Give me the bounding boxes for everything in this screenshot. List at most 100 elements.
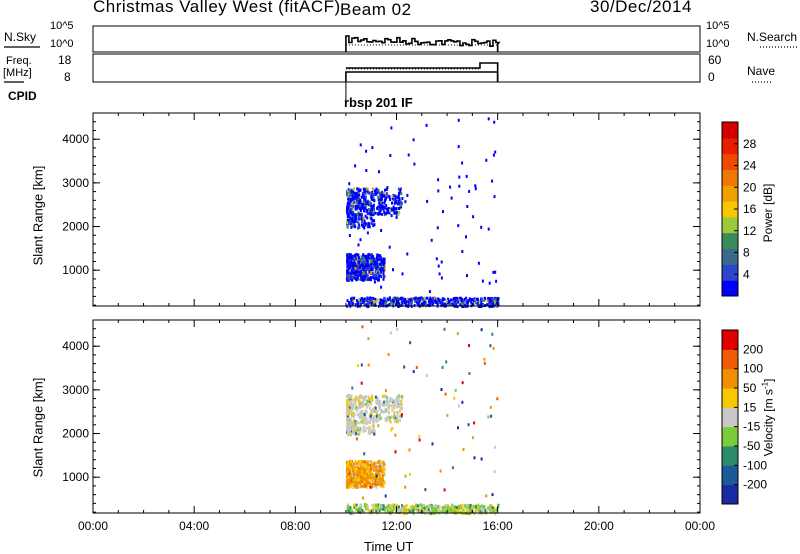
velocity-echo bbox=[364, 474, 366, 478]
velocity-echo bbox=[379, 465, 382, 469]
power-echo bbox=[369, 296, 372, 300]
velocity-echo bbox=[367, 480, 370, 484]
velocity-echo bbox=[354, 480, 357, 484]
velocity-echo bbox=[348, 432, 351, 436]
power-echo bbox=[398, 207, 401, 210]
velocity-echo bbox=[366, 462, 369, 466]
velocity-echo bbox=[429, 512, 432, 516]
power-echo bbox=[365, 149, 368, 153]
power-echo bbox=[385, 187, 388, 191]
power-echo bbox=[357, 253, 360, 257]
velocity-echo bbox=[361, 464, 364, 468]
power-echo bbox=[365, 263, 368, 267]
velocity-echo bbox=[358, 430, 361, 434]
velocity-echo bbox=[354, 407, 357, 411]
velocity-echo bbox=[396, 418, 398, 422]
colorbar-segment bbox=[722, 153, 738, 170]
power-echo bbox=[381, 299, 384, 303]
power-echo bbox=[393, 300, 396, 304]
power-echo bbox=[346, 272, 349, 276]
power-echo bbox=[382, 269, 385, 273]
power-echo bbox=[353, 272, 356, 276]
power-echo bbox=[375, 300, 378, 304]
velocity-echo bbox=[359, 462, 362, 466]
power-echo bbox=[383, 210, 386, 214]
velocity-echo bbox=[363, 452, 366, 456]
velocity-echo bbox=[370, 430, 373, 434]
velocity-echo bbox=[457, 404, 460, 408]
velocity-echo bbox=[421, 506, 424, 510]
power-echo bbox=[366, 202, 369, 206]
velocity-echo bbox=[381, 507, 384, 511]
power-echo bbox=[397, 193, 400, 197]
x-tick-label: 08:00 bbox=[280, 519, 310, 533]
power-echo bbox=[352, 204, 355, 208]
velocity-echo bbox=[352, 402, 355, 406]
velocity-echo bbox=[355, 437, 358, 441]
power-echo bbox=[346, 214, 349, 218]
velocity-echo bbox=[461, 381, 464, 385]
power-echo bbox=[397, 199, 400, 203]
power-echo bbox=[413, 303, 416, 307]
velocity-echo bbox=[367, 420, 370, 424]
velocity-echo bbox=[429, 505, 432, 509]
power-echo bbox=[352, 210, 355, 214]
velocity-echo bbox=[351, 474, 354, 478]
power-echo bbox=[358, 273, 361, 277]
velocity-echo bbox=[382, 473, 385, 477]
power-echo bbox=[378, 278, 380, 282]
power-echo bbox=[350, 219, 353, 223]
power-echo bbox=[383, 261, 386, 264]
velocity-echo bbox=[381, 483, 384, 487]
velocity-echo bbox=[348, 408, 351, 412]
velocity-echo bbox=[394, 433, 397, 437]
velocity-echo bbox=[384, 494, 387, 498]
velocity-echo bbox=[359, 475, 362, 479]
colorbar-segment bbox=[722, 330, 738, 350]
power-echo bbox=[383, 296, 386, 300]
power-echo bbox=[348, 234, 351, 237]
velocity-echo bbox=[376, 414, 379, 418]
velocity-echo bbox=[379, 413, 381, 417]
power-echo bbox=[449, 298, 452, 302]
velocity-echo bbox=[456, 332, 459, 336]
velocity-echo bbox=[396, 420, 398, 424]
velocity-echo bbox=[493, 470, 496, 474]
velocity-echo bbox=[472, 504, 475, 508]
power-echo bbox=[366, 275, 369, 279]
power-echo bbox=[391, 194, 394, 198]
power-echo bbox=[415, 298, 418, 302]
velocity-echo bbox=[454, 388, 457, 392]
velocity-echo bbox=[396, 400, 399, 404]
velocity-echo bbox=[380, 409, 383, 412]
power-echo bbox=[394, 211, 397, 215]
velocity-echo bbox=[350, 510, 353, 514]
power-echo bbox=[481, 279, 484, 283]
velocity-echo bbox=[353, 505, 356, 509]
power-echo bbox=[372, 224, 375, 228]
velocity-echo bbox=[447, 508, 450, 512]
power-echo bbox=[367, 305, 370, 309]
power-echo bbox=[348, 253, 351, 257]
power-echo bbox=[412, 138, 415, 142]
velocity-echo bbox=[363, 503, 366, 506]
velocity-echo bbox=[351, 386, 354, 390]
power-echo bbox=[401, 272, 404, 276]
power-echo bbox=[361, 267, 364, 271]
velocity-echo bbox=[362, 484, 365, 488]
power-echo bbox=[381, 201, 384, 205]
velocity-echo bbox=[442, 507, 445, 511]
power-echo bbox=[392, 297, 395, 301]
power-echo bbox=[442, 303, 445, 307]
velocity-echo bbox=[398, 509, 401, 513]
power-echo bbox=[416, 300, 418, 304]
velocity-echo bbox=[356, 413, 359, 417]
power-echo bbox=[386, 194, 389, 198]
velocity-echo bbox=[434, 509, 437, 513]
velocity-echo bbox=[356, 464, 359, 468]
power-echo bbox=[357, 269, 360, 273]
velocity-echo bbox=[349, 410, 352, 414]
power-echo bbox=[360, 203, 363, 207]
velocity-echo bbox=[446, 510, 449, 513]
velocity-echo bbox=[378, 506, 381, 510]
